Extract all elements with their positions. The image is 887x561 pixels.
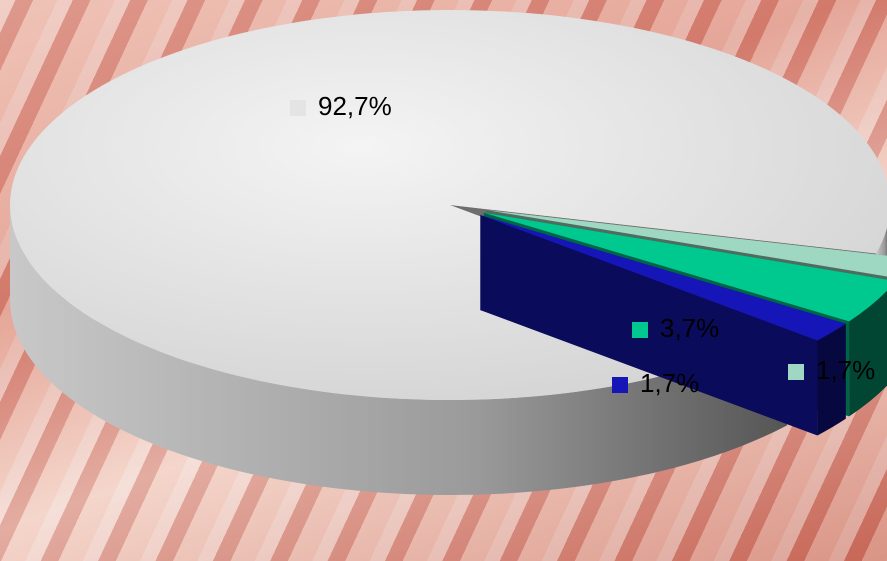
legend-key [632, 322, 648, 338]
slice-side [480, 215, 818, 436]
slice-side [10, 205, 788, 496]
data-label: 92,7% [318, 91, 392, 121]
slice-side [849, 290, 887, 417]
data-label: 1,7% [816, 355, 875, 385]
data-label: 3,7% [660, 313, 719, 343]
pie-slice [480, 215, 846, 341]
legend-key [788, 364, 804, 380]
slice-side [817, 323, 846, 436]
pie-slice [483, 212, 887, 322]
data-label: 1,7% [640, 368, 699, 398]
legend-key [612, 377, 628, 393]
legend-key [290, 100, 306, 116]
